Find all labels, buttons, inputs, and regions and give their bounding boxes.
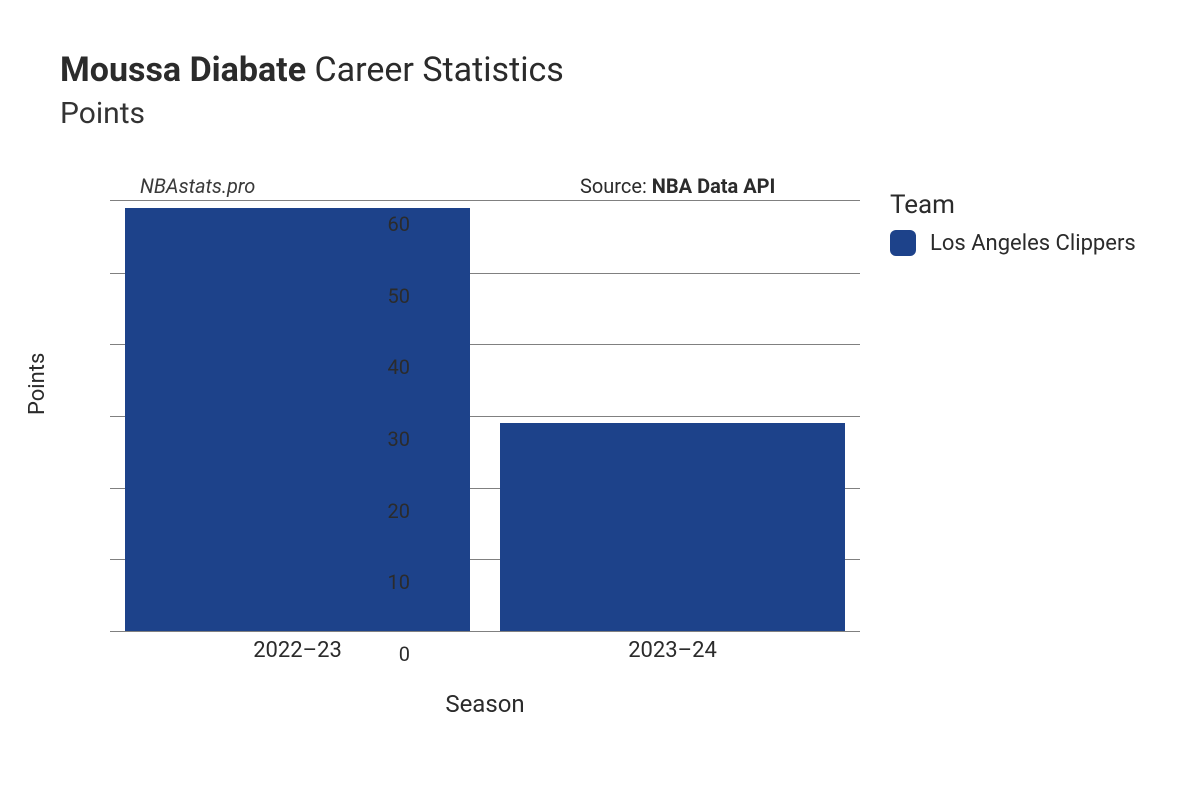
chart-title: Moussa Diabate Career Statistics	[60, 50, 564, 90]
y-tick-label: 10	[370, 570, 410, 594]
legend-item-label: Los Angeles Clippers	[930, 231, 1136, 256]
y-tick-label: 30	[370, 427, 410, 451]
legend-items: Los Angeles Clippers	[890, 230, 1136, 256]
x-axis-title: Season	[110, 690, 860, 718]
title-rest: Career Statistics	[306, 50, 564, 90]
plot-area	[110, 200, 860, 631]
source-text: Source: NBA Data API	[580, 174, 775, 198]
chart-subtitle: Points	[60, 96, 564, 131]
y-tick-label: 50	[370, 284, 410, 308]
bar	[500, 423, 845, 631]
y-axis-title: Points	[25, 353, 50, 415]
y-tick-label: 40	[370, 355, 410, 379]
title-bold: Moussa Diabate	[60, 50, 306, 90]
y-tick-label: 20	[370, 499, 410, 523]
bar	[125, 208, 470, 631]
source-bold: NBA Data API	[652, 174, 776, 198]
gridline	[110, 631, 860, 632]
x-tick-label: 2022–23	[253, 638, 342, 663]
legend-title: Team	[890, 190, 1136, 220]
y-tick-label: 0	[370, 642, 410, 666]
page: Moussa Diabate Career Statistics Points …	[0, 0, 1200, 800]
source-prefix: Source:	[580, 174, 652, 198]
x-tick-label: 2023–24	[628, 638, 717, 663]
legend: Team Los Angeles Clippers	[890, 190, 1136, 256]
watermark-text: NBAstats.pro	[140, 174, 255, 198]
chart-wrap: NBAstats.pro Source: NBA Data API Points…	[40, 170, 1170, 730]
title-block: Moussa Diabate Career Statistics Points	[60, 50, 564, 131]
legend-swatch	[890, 230, 916, 256]
legend-item: Los Angeles Clippers	[890, 230, 1136, 256]
y-tick-label: 60	[370, 212, 410, 236]
